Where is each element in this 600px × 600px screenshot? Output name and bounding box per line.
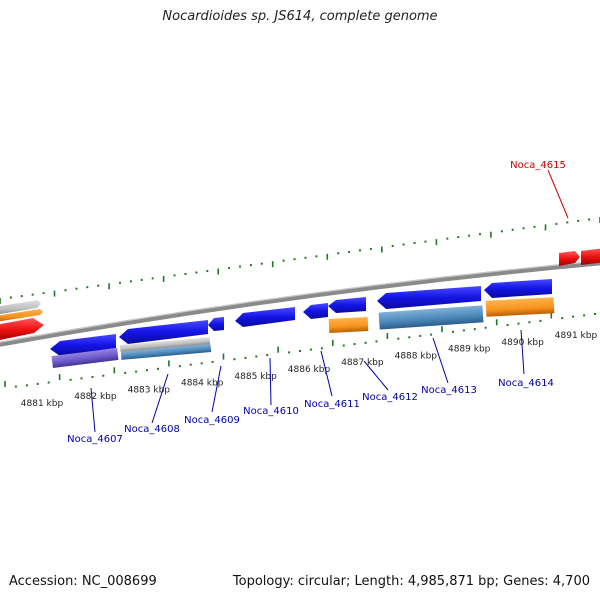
gene-arrow-noca-4615b[interactable] — [581, 248, 600, 265]
scale-label: 4881 kbp — [21, 399, 64, 409]
gene-arrow-noca-4613[interactable] — [377, 286, 481, 309]
gene-label-noca-4607[interactable]: Noca_4607 — [67, 434, 123, 445]
feature-orange-4612 — [328, 316, 369, 333]
scale-label: 4882 kbp — [74, 392, 117, 402]
leader-noca-4608 — [151, 373, 169, 424]
gene-label-noca-4608[interactable]: Noca_4608 — [124, 424, 180, 435]
leader-noca-4609 — [211, 365, 222, 413]
gene-arrow-noca-4615[interactable] — [559, 251, 580, 266]
scale-label: 4884 kbp — [181, 379, 224, 389]
feature-steel-4613 — [378, 305, 484, 330]
gene-label-noca-4612[interactable]: Noca_4612 — [362, 392, 418, 403]
scale-label: 4888 kbp — [395, 351, 438, 361]
leader-noca-4612 — [363, 360, 389, 391]
leader-noca-4615 — [547, 169, 569, 219]
scale-label: 4883 kbp — [128, 385, 171, 395]
feature-grey-left — [0, 300, 41, 315]
gene-arrow-noca-4610[interactable] — [235, 307, 295, 327]
leader-noca-4613 — [432, 337, 449, 384]
leader-noca-4607 — [90, 387, 96, 433]
leader-noca-4611 — [320, 350, 333, 397]
gene-label-noca-4615[interactable]: Noca_4615 — [510, 160, 566, 171]
gene-label-noca-4610[interactable]: Noca_4610 — [243, 406, 299, 417]
scale-labels: 4881 kbp 4882 kbp 4883 kbp 4884 kbp 4885 kbp… — [21, 331, 598, 409]
feature-orange-4614 — [485, 297, 555, 317]
map-title: Nocardioides sp. JS614, complete genome — [162, 9, 438, 24]
scale-label: 4889 kbp — [448, 345, 491, 355]
gene-arrow-noca-4611[interactable] — [303, 303, 328, 319]
leader-noca-4614 — [520, 329, 525, 375]
gene-label-noca-4613[interactable]: Noca_4613 — [421, 385, 477, 396]
tick-track-inner — [4, 312, 596, 388]
gene-arrow-noca-4614[interactable] — [484, 279, 552, 298]
feature-grey-4608 — [119, 337, 211, 352]
gene-label-noca-4611[interactable]: Noca_4611 — [304, 399, 360, 410]
tick-track-outer — [0, 217, 600, 304]
gene-label-noca-4609[interactable]: Noca_4609 — [184, 415, 240, 426]
feature-orange-left — [0, 309, 43, 322]
topology-text: Topology: circular; Length: 4,985,871 bp… — [232, 574, 590, 589]
genome-backbone — [0, 260, 600, 347]
gene-label-noca-4614[interactable]: Noca_4614 — [498, 378, 554, 389]
genome-backbone-highlight — [0, 260, 600, 343]
scale-label: 4885 kbp — [234, 372, 277, 382]
scale-label: 4890 kbp — [501, 338, 544, 348]
scale-label: 4887 kbp — [341, 358, 384, 368]
accession-text: Accession: NC_008699 — [9, 574, 157, 589]
feature-purple-4607 — [51, 348, 119, 368]
feature-steel-4608 — [120, 344, 212, 360]
scale-label: 4891 kbp — [555, 331, 598, 341]
gene-arrow-noca-4607[interactable] — [50, 334, 116, 356]
leader-noca-4610 — [269, 357, 272, 406]
scale-label: 4886 kbp — [288, 365, 331, 375]
feature-red-left — [0, 318, 44, 340]
gene-arrow-noca-4612[interactable] — [328, 297, 366, 313]
gene-arrow-noca-4609[interactable] — [208, 317, 224, 331]
gene-arrow-noca-4608[interactable] — [119, 320, 208, 344]
